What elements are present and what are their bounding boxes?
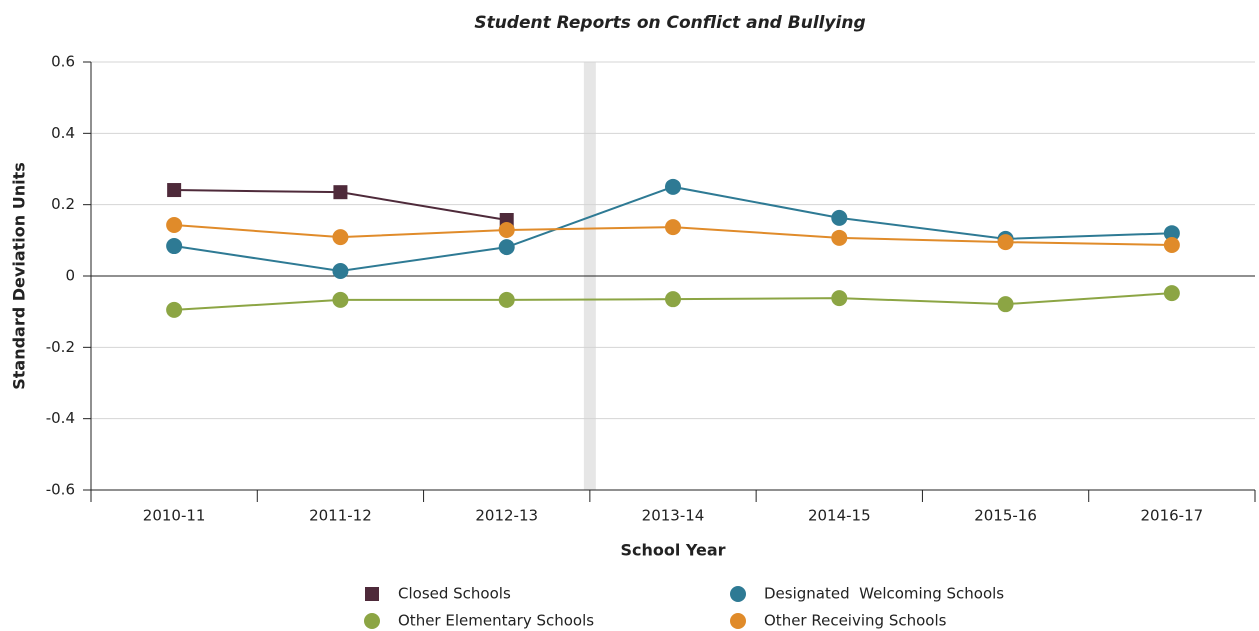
point: [1163, 285, 1180, 302]
point: [498, 291, 515, 308]
point: [333, 185, 348, 200]
y-tick-label: 0.6: [51, 53, 75, 71]
y-tick-label: -0.2: [46, 338, 75, 356]
point: [665, 291, 681, 308]
legend-label: Other Elementary Schools: [398, 612, 594, 630]
legend-label: Designated Welcoming Schools: [764, 585, 1004, 603]
point: [665, 219, 681, 236]
x-tick-label: 2016-17: [1141, 507, 1204, 525]
x-tick-label: 2015-16: [974, 507, 1037, 525]
point: [332, 229, 349, 246]
y-axis-label: Standard Deviation Units: [10, 162, 29, 390]
point: [166, 301, 183, 318]
point: [831, 209, 848, 226]
y-tick-label: 0: [65, 267, 75, 285]
x-tick-label: 2011-12: [309, 507, 372, 525]
y-tick-label: -0.6: [46, 481, 75, 499]
point: [831, 290, 848, 307]
point: [665, 178, 681, 195]
x-tick-label: 2013-14: [642, 507, 705, 525]
legend-marker: [730, 586, 746, 602]
point: [167, 183, 182, 198]
point: [997, 234, 1014, 251]
point: [166, 216, 183, 233]
x-tick-label: 2014-15: [808, 507, 871, 525]
y-tick-label: -0.4: [46, 409, 75, 427]
point: [166, 238, 183, 255]
point: [498, 221, 515, 238]
point: [332, 263, 349, 280]
y-tick-label: 0.2: [51, 195, 75, 213]
legend-marker: [365, 587, 379, 601]
chart-title: Student Reports on Conflict and Bullying: [474, 13, 865, 33]
point: [1163, 236, 1180, 253]
legend-label: Other Receiving Schools: [764, 612, 947, 630]
point: [997, 296, 1014, 313]
point: [1163, 225, 1180, 242]
x-tick-label: 2010-11: [143, 507, 206, 525]
point: [332, 291, 349, 308]
legend-label: Closed Schools: [398, 585, 511, 603]
point: [831, 229, 848, 246]
x-tick-label: 2012-13: [475, 507, 538, 525]
point: [498, 239, 515, 256]
y-tick-label: 0.4: [51, 124, 75, 142]
x-axis-label: School Year: [620, 541, 725, 560]
legend-marker: [730, 613, 746, 629]
legend-marker: [364, 613, 380, 629]
